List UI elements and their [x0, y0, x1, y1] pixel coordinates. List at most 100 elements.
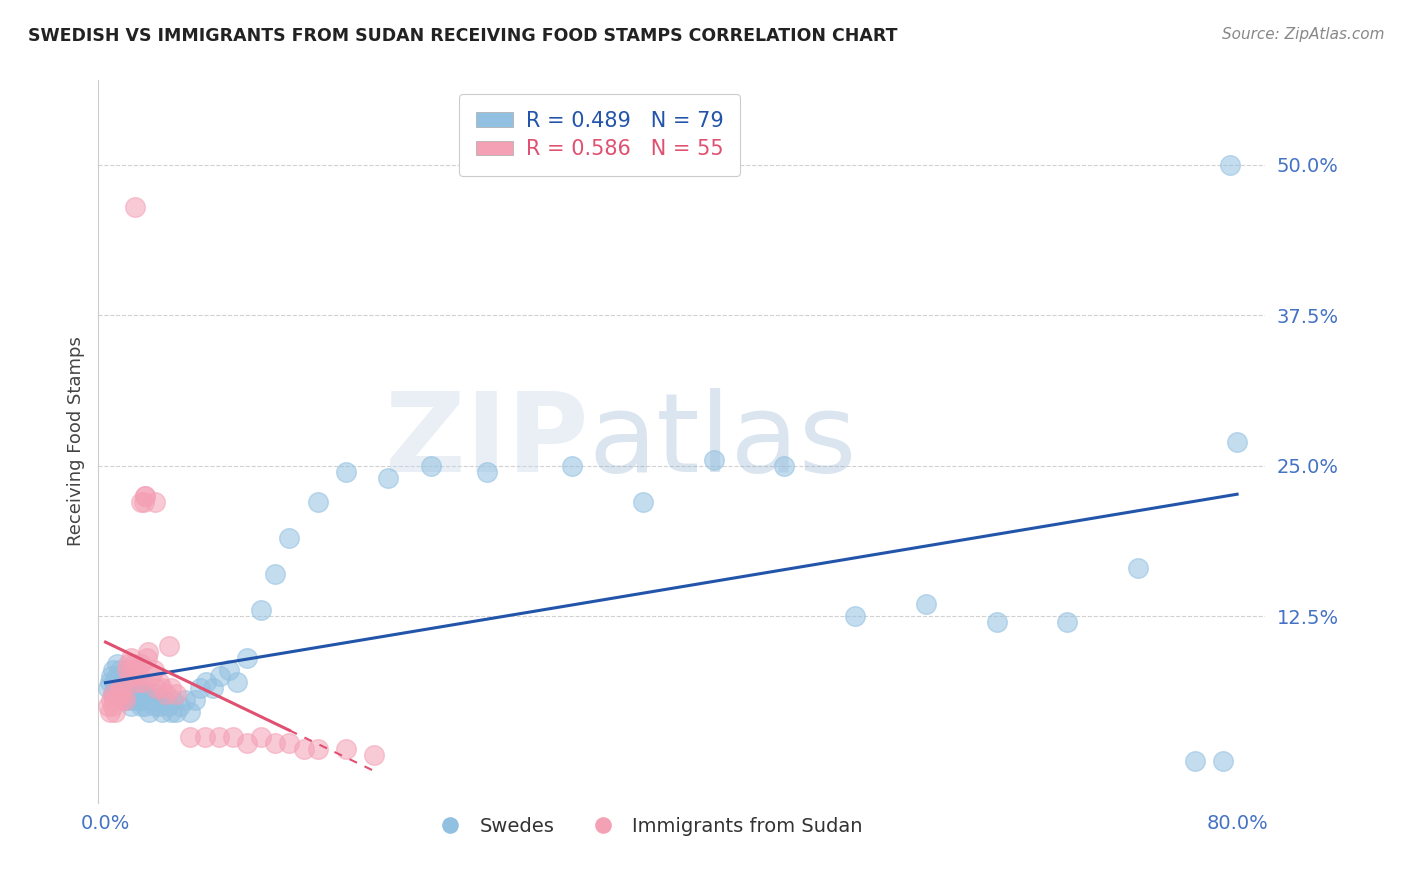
- Point: [124, 669, 146, 683]
- Point: [122, 657, 145, 672]
- Point: [153, 693, 176, 707]
- Point: [419, 458, 441, 473]
- Point: [120, 675, 142, 690]
- Point: [208, 730, 231, 744]
- Point: [103, 693, 125, 707]
- Point: [139, 669, 162, 683]
- Point: [150, 681, 173, 696]
- Point: [127, 693, 149, 707]
- Point: [143, 699, 166, 714]
- Point: [100, 693, 122, 707]
- Point: [155, 687, 177, 701]
- Text: atlas: atlas: [589, 388, 858, 495]
- Point: [117, 657, 139, 672]
- Point: [124, 200, 146, 214]
- Point: [105, 693, 128, 707]
- Legend: Swedes, Immigrants from Sudan: Swedes, Immigrants from Sudan: [423, 809, 870, 844]
- Point: [773, 458, 796, 473]
- Point: [122, 693, 145, 707]
- Point: [125, 664, 148, 678]
- Point: [101, 664, 124, 678]
- Point: [111, 669, 134, 683]
- Point: [129, 699, 152, 714]
- Point: [1126, 561, 1149, 575]
- Point: [145, 681, 167, 696]
- Point: [101, 699, 124, 714]
- Point: [179, 730, 201, 744]
- Point: [264, 567, 287, 582]
- Y-axis label: Receiving Food Stamps: Receiving Food Stamps: [66, 336, 84, 547]
- Point: [128, 681, 150, 696]
- Point: [148, 699, 170, 714]
- Point: [194, 675, 217, 690]
- Point: [156, 699, 179, 714]
- Point: [292, 741, 315, 756]
- Point: [97, 681, 120, 696]
- Point: [193, 730, 215, 744]
- Point: [107, 687, 129, 701]
- Point: [1056, 615, 1078, 630]
- Point: [307, 741, 329, 756]
- Point: [128, 669, 150, 683]
- Point: [134, 489, 156, 503]
- Point: [1184, 754, 1206, 768]
- Point: [115, 681, 138, 696]
- Point: [129, 494, 152, 508]
- Point: [218, 664, 240, 678]
- Point: [115, 664, 138, 678]
- Point: [118, 687, 141, 701]
- Point: [148, 675, 170, 690]
- Point: [264, 735, 287, 749]
- Point: [127, 675, 149, 690]
- Point: [222, 730, 245, 744]
- Point: [477, 465, 499, 479]
- Point: [114, 693, 136, 707]
- Point: [142, 664, 165, 678]
- Point: [110, 693, 132, 707]
- Point: [139, 693, 162, 707]
- Point: [165, 706, 187, 720]
- Point: [335, 741, 357, 756]
- Point: [98, 706, 121, 720]
- Point: [561, 458, 583, 473]
- Point: [1226, 434, 1249, 449]
- Point: [1219, 157, 1241, 171]
- Point: [631, 494, 654, 508]
- Point: [111, 681, 134, 696]
- Point: [307, 494, 329, 508]
- Point: [134, 699, 156, 714]
- Point: [143, 494, 166, 508]
- Point: [183, 693, 205, 707]
- Point: [101, 687, 124, 701]
- Point: [112, 687, 135, 701]
- Point: [117, 693, 139, 707]
- Point: [278, 531, 301, 545]
- Point: [278, 735, 301, 749]
- Point: [124, 675, 146, 690]
- Point: [110, 681, 132, 696]
- Point: [1212, 754, 1234, 768]
- Point: [132, 693, 155, 707]
- Point: [138, 706, 160, 720]
- Point: [250, 603, 273, 617]
- Point: [134, 489, 156, 503]
- Point: [120, 699, 142, 714]
- Point: [135, 651, 157, 665]
- Point: [132, 494, 155, 508]
- Point: [136, 645, 159, 659]
- Point: [226, 675, 249, 690]
- Point: [97, 699, 120, 714]
- Point: [135, 687, 157, 701]
- Point: [703, 452, 725, 467]
- Point: [131, 687, 153, 701]
- Point: [915, 597, 938, 611]
- Point: [157, 639, 180, 653]
- Point: [236, 735, 259, 749]
- Text: SWEDISH VS IMMIGRANTS FROM SUDAN RECEIVING FOOD STAMPS CORRELATION CHART: SWEDISH VS IMMIGRANTS FROM SUDAN RECEIVI…: [28, 27, 897, 45]
- Point: [98, 675, 121, 690]
- Point: [115, 669, 138, 683]
- Point: [136, 693, 159, 707]
- Point: [120, 651, 142, 665]
- Point: [165, 687, 187, 701]
- Point: [121, 681, 143, 696]
